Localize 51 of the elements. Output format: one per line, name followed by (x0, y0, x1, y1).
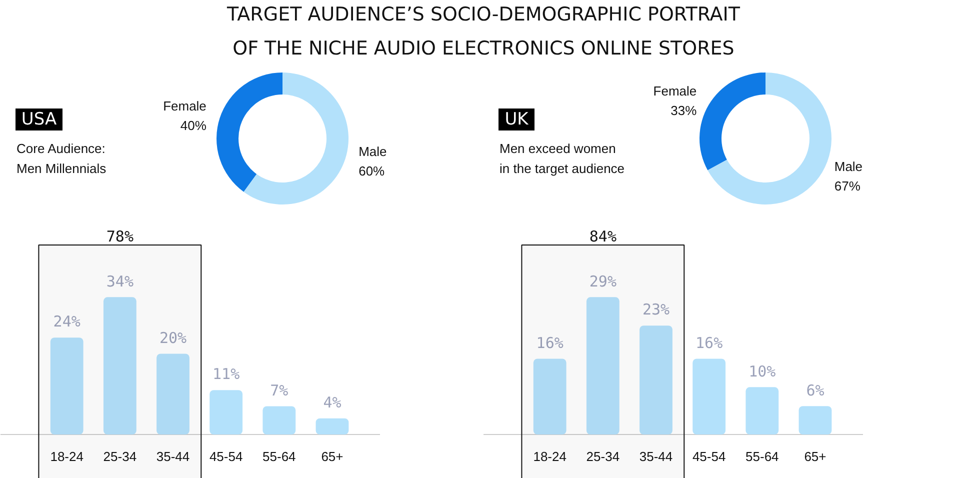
bar (156, 354, 190, 435)
band-label: 84% (589, 228, 616, 246)
slice-label: Male (358, 144, 387, 160)
data-label: 33% (670, 103, 698, 118)
bar (50, 338, 84, 435)
slice-label: Female (653, 84, 697, 99)
data-label: 6% (806, 381, 824, 400)
bar (692, 358, 726, 435)
bar (798, 406, 832, 435)
x-tick-label: 55-64 (746, 449, 779, 464)
data-label: 34% (106, 272, 134, 290)
band-label: 78% (106, 228, 134, 246)
data-label: 67% (834, 178, 861, 194)
x-tick-label: 18-24 (533, 449, 566, 464)
slice-label: Male (834, 158, 863, 174)
x-tick-label: 55-64 (262, 449, 296, 464)
data-label: 24% (53, 312, 80, 331)
bar (103, 297, 136, 435)
slice-label: Female (163, 98, 206, 114)
bar (533, 358, 566, 435)
data-label: 10% (748, 362, 776, 380)
x-tick-label: 65+ (804, 449, 826, 464)
bar (640, 326, 672, 435)
bar (262, 406, 296, 435)
data-label: 4% (323, 394, 342, 412)
bar (586, 297, 620, 435)
data-label: 60% (358, 164, 386, 179)
data-label: 11% (212, 365, 240, 384)
x-tick-label: 35-44 (156, 449, 190, 464)
data-label: 40% (180, 118, 207, 133)
bar (210, 390, 243, 435)
text: TARGET AUDIENCE’S SOCIO-DEMOGRAPHIC PORTRAIT OF THE NICHE AUDIO ELECTRONICS ONLINE STORES (226, 3, 740, 60)
x-tick-label: 65+ (321, 449, 344, 464)
data-label: 7% (270, 381, 288, 400)
x-tick-label: 25-34 (586, 449, 620, 464)
x-tick-label: 25-34 (103, 449, 137, 464)
data-label: 23% (642, 300, 670, 319)
x-tick-label: 35-44 (639, 449, 673, 464)
text: USA (21, 110, 57, 130)
x-tick-label: 45-54 (692, 449, 726, 464)
data-label: 29% (589, 272, 616, 290)
x-tick-label: 18-24 (50, 449, 84, 464)
bar (746, 387, 779, 435)
text: Core Audience: Men Millennials (16, 140, 107, 176)
data-label: 16% (696, 334, 723, 352)
x-tick-label: 45-54 (209, 449, 243, 464)
text: Men exceed women in the target audience (500, 140, 625, 176)
data-label: 20% (159, 328, 187, 347)
text: UK (504, 110, 530, 130)
data-label: 16% (536, 334, 564, 352)
bar (316, 418, 349, 435)
